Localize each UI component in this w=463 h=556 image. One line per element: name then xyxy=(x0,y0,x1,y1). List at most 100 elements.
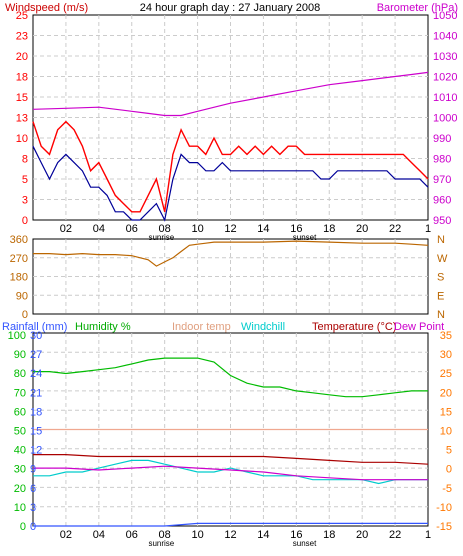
rainfall-tick: 24 xyxy=(30,368,42,380)
sunrise-label: sunrise xyxy=(148,539,174,548)
temperature-c-line xyxy=(33,454,429,465)
sunrise-label: sunrise xyxy=(148,233,174,242)
x-tick-label: 1 xyxy=(425,529,431,541)
rainfall-tick: 30 xyxy=(30,330,42,342)
barometer-tick: 1030 xyxy=(433,51,457,63)
compass-tick: N xyxy=(437,234,445,246)
chart-title: 24 hour graph day : 27 January 2008 xyxy=(140,2,320,14)
rainfall-tick: 15 xyxy=(30,426,42,438)
dew-point-line xyxy=(33,465,428,481)
humidity-tick: 30 xyxy=(14,464,26,476)
rainfall-tick: 27 xyxy=(30,349,42,361)
x-tick-label: 18 xyxy=(323,529,335,541)
x-tick-label: 16 xyxy=(290,223,302,235)
compass-tick: S xyxy=(437,272,444,284)
direction-tick: 180 xyxy=(10,272,28,284)
x-tick-label: 06 xyxy=(126,529,138,541)
x-tick-label: 04 xyxy=(93,223,105,235)
temperature-tick: -5 xyxy=(442,483,452,495)
humidity-tick: 0 xyxy=(20,521,26,533)
x-tick-label: 04 xyxy=(93,529,105,541)
windspeed-tick: 10 xyxy=(16,133,28,145)
barometer-tick: 960 xyxy=(433,195,451,207)
humidity-tick: 40 xyxy=(14,445,26,457)
legend-rainfall: Rainfall (mm) xyxy=(2,321,67,333)
humidity-tick: 20 xyxy=(14,483,26,495)
windspeed-tick: 13 xyxy=(16,113,28,125)
compass-tick: W xyxy=(437,253,448,265)
windspeed-tick: 18 xyxy=(16,72,28,84)
legend-temperature: Temperature (°C) xyxy=(312,321,396,333)
direction-tick: 360 xyxy=(10,234,28,246)
temperature-tick: 20 xyxy=(440,387,452,399)
humidity-tick: 10 xyxy=(14,502,26,514)
x-tick-label: 02 xyxy=(60,223,72,235)
rainfall-tick: 18 xyxy=(30,406,42,418)
legend-indoor-temp: Indoor temp xyxy=(172,321,231,333)
x-tick-label: 14 xyxy=(257,223,269,235)
windspeed-tick: 5 xyxy=(22,174,28,186)
legend-windchill: Windchill xyxy=(241,321,285,333)
x-tick-label: 10 xyxy=(191,529,203,541)
humidity-tick: 90 xyxy=(14,349,26,361)
temperature-tick: 25 xyxy=(440,368,452,380)
x-tick-label: 22 xyxy=(389,223,401,235)
temperature-tick: 15 xyxy=(440,406,452,418)
x-tick-label: 12 xyxy=(224,529,236,541)
legend-humidity: Humidity % xyxy=(75,321,131,333)
sunset-label: sunset xyxy=(293,233,317,242)
barometer-tick: 1020 xyxy=(433,72,457,84)
x-tick-label: 1 xyxy=(425,223,431,235)
temperature-tick: -15 xyxy=(436,521,452,533)
chart-marks xyxy=(32,71,429,527)
windspeed-axis-title: Windspeed (m/s) xyxy=(5,2,88,14)
windspeed-average-line xyxy=(32,145,429,222)
x-tick-label: 14 xyxy=(257,529,269,541)
temperature-tick: 30 xyxy=(440,349,452,361)
humidity-tick: 100 xyxy=(8,330,26,342)
windspeed-tick: 25 xyxy=(16,10,28,22)
humidity-line xyxy=(33,357,428,398)
x-tick-label: 18 xyxy=(323,223,335,235)
barometer-tick: 1010 xyxy=(433,92,457,104)
x-tick-label: 08 xyxy=(159,223,171,235)
direction-tick: 0 xyxy=(22,309,28,321)
windspeed-tick: 23 xyxy=(16,31,28,43)
windspeed-tick: 15 xyxy=(16,92,28,104)
direction-tick: 90 xyxy=(16,290,28,302)
compass-tick: E xyxy=(437,290,444,302)
barometer-tick: 980 xyxy=(433,154,451,166)
x-tick-label: 06 xyxy=(126,223,138,235)
barometer-tick: 970 xyxy=(433,174,451,186)
x-tick-label: 10 xyxy=(191,223,203,235)
rainfall-tick: 3 xyxy=(30,502,36,514)
direction-tick: 270 xyxy=(10,253,28,265)
temperature-tick: 10 xyxy=(440,426,452,438)
windspeed-tick: 3 xyxy=(22,195,28,207)
temperature-tick: 5 xyxy=(446,445,452,457)
wind-direction-line xyxy=(33,240,429,267)
x-tick-label: 12 xyxy=(224,223,236,235)
barometer-line xyxy=(32,71,429,117)
barometer-tick: 990 xyxy=(433,133,451,145)
x-tick-label: 02 xyxy=(60,529,72,541)
x-tick-label: 22 xyxy=(389,529,401,541)
rainfall-tick: 6 xyxy=(30,483,36,495)
rainfall-tick: 9 xyxy=(30,464,36,476)
barometer-tick: 1050 xyxy=(433,10,457,22)
sunset-label: sunset xyxy=(293,539,317,548)
grid-lines xyxy=(33,15,428,526)
temperature-tick: 35 xyxy=(440,330,452,342)
barometer-axis-title: Barometer (hPa) xyxy=(377,2,458,14)
barometer-tick: 1000 xyxy=(433,113,457,125)
x-tick-label: 08 xyxy=(159,529,171,541)
barometer-tick: 1040 xyxy=(433,31,457,43)
windspeed-gust-line xyxy=(32,120,429,213)
x-tick-label: 16 xyxy=(290,529,302,541)
humidity-tick: 50 xyxy=(14,426,26,438)
windspeed-tick: 8 xyxy=(22,154,28,166)
x-tick-label: 20 xyxy=(356,223,368,235)
rainfall-tick: 12 xyxy=(30,445,42,457)
